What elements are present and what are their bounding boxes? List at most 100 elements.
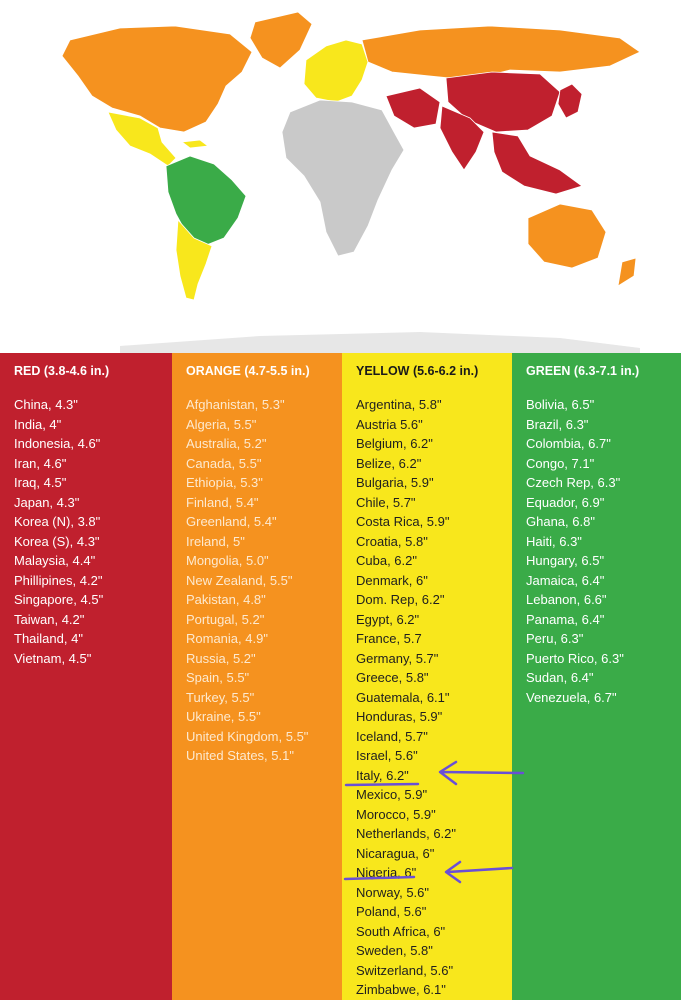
country-entry: United States, 5.1"	[186, 748, 294, 763]
country-entry: Bulgaria, 5.9"	[356, 475, 434, 490]
country-entry: Russia, 5.2"	[186, 650, 256, 666]
map-region-europe	[303, 39, 369, 103]
column-yellow: YELLOW (5.6-6.2 in.) Argentina, 5.8" Aust…	[342, 353, 512, 1000]
country-list-yellow: Argentina, 5.8" Austria 5.6" Belgium, 6.2"…	[356, 395, 512, 1000]
map-region-central-america	[107, 111, 177, 167]
country-entry: Spain, 5.5"	[186, 670, 250, 685]
country-entry: Austria 5.6"	[356, 416, 423, 432]
country-entry: Peru, 6.3"	[526, 631, 584, 646]
country-entry: Cuba, 6.2"	[356, 553, 417, 568]
country-entry: Chile, 5.7"	[356, 494, 416, 510]
country-entry: Israel, 5.6"	[356, 748, 418, 763]
country-entry: Mexico, 5.9"	[356, 787, 428, 802]
country-entry: Iraq, 4.5"	[14, 475, 67, 490]
country-entry: Belize, 6.2"	[356, 455, 422, 471]
country-entry: Iceland, 5.7"	[356, 728, 428, 744]
country-entry: Haiti, 6.3"	[526, 533, 582, 549]
country-entry: Guatemala, 6.1"	[356, 689, 450, 705]
country-entry: Hungary, 6.5"	[526, 553, 605, 568]
map-antarctica	[120, 332, 640, 355]
country-entry: Korea (S), 4.3"	[14, 533, 100, 549]
country-entry: Nicaragua, 6"	[356, 845, 435, 861]
country-entry: Singapore, 4.5"	[14, 592, 104, 607]
country-list-green: Bolivia, 6.5" Brazil, 6.3" Colombia, 6.7" C…	[526, 395, 681, 707]
country-entry: Greenland, 5.4"	[186, 514, 277, 529]
country-entry: Japan, 4.3"	[14, 494, 80, 510]
country-entry: Netherlands, 6.2"	[356, 826, 457, 841]
country-entry: Algeria, 5.5"	[186, 416, 257, 432]
map-region-india	[439, 105, 485, 171]
column-header-red: RED (3.8-4.6 in.)	[14, 364, 110, 378]
country-entry: United Kingdom, 5.5"	[186, 728, 309, 744]
country-entry: New Zealand, 5.5"	[186, 572, 293, 588]
country-entry: Switzerland, 5.6"	[356, 962, 454, 978]
country-entry: Jamaica, 6.4"	[526, 572, 605, 588]
column-header-orange: ORANGE (4.7-5.5 in.)	[186, 364, 310, 378]
map-region-china	[445, 71, 561, 133]
country-entry: Poland, 5.6"	[356, 904, 427, 919]
country-entry: India, 4"	[14, 416, 62, 432]
map-region-africa	[281, 99, 405, 257]
country-entry: Finland, 5.4"	[186, 494, 259, 510]
country-entry: Ethiopia, 5.3"	[186, 475, 263, 490]
country-entry: Honduras, 5.9"	[356, 709, 443, 724]
column-header-green: GREEN (6.3-7.1 in.)	[526, 364, 640, 378]
map-region-north-america	[61, 25, 253, 133]
country-entry: Romania, 4.9"	[186, 631, 268, 646]
column-red: RED (3.8-4.6 in.) China, 4.3" India, 4" In…	[0, 353, 172, 1000]
country-entry: Colombia, 6.7"	[526, 436, 611, 451]
country-entry: Lebanon, 6.6"	[526, 592, 607, 607]
world-map	[0, 0, 681, 355]
country-entry: Costa Rica, 5.9"	[356, 514, 450, 529]
country-entry: Egypt, 6.2"	[356, 611, 420, 627]
world-map-svg	[0, 0, 681, 355]
country-entry: Afghanistan, 5.3"	[186, 397, 285, 412]
country-entry: Thailand, 4"	[14, 631, 83, 646]
country-entry: Equador, 6.9"	[526, 494, 605, 510]
country-entry: Morocco, 5.9"	[356, 806, 436, 822]
country-entry: Australia, 5.2"	[186, 436, 267, 451]
country-entry: Congo, 7.1"	[526, 455, 595, 471]
country-entry: Greece, 5.8"	[356, 670, 429, 685]
country-entry: Turkey, 5.5"	[186, 689, 255, 705]
country-entry: Bolivia, 6.5"	[526, 397, 595, 412]
country-entry: Venezuela, 6.7"	[526, 689, 617, 705]
country-entry: Mongolia, 5.0"	[186, 553, 269, 568]
column-green: GREEN (6.3-7.1 in.) Bolivia, 6.5" Brazil,…	[512, 353, 681, 1000]
country-entry: Puerto Rico, 6.3"	[526, 650, 624, 666]
country-entry: Ireland, 5"	[186, 533, 245, 549]
map-region-middle-east	[385, 87, 441, 129]
country-entry: Brazil, 6.3"	[526, 416, 589, 432]
country-entry: Pakistan, 4.8"	[186, 592, 266, 607]
country-entry: China, 4.3"	[14, 397, 78, 412]
map-region-cuba	[180, 139, 210, 149]
country-entry: Ukraine, 5.5"	[186, 709, 261, 724]
country-entry: Norway, 5.6"	[356, 884, 430, 900]
country-entry: Denmark, 6"	[356, 572, 428, 588]
country-list-orange: Afghanistan, 5.3" Algeria, 5.5" Australia,…	[186, 395, 342, 766]
map-region-south-america-south	[175, 219, 213, 301]
country-entry: Czech Rep, 6.3"	[526, 475, 621, 490]
country-entry: Vietnam, 4.5"	[14, 650, 92, 666]
country-entry: Belgium, 6.2"	[356, 436, 433, 451]
map-region-japan-korea	[557, 83, 583, 119]
map-region-australia	[527, 203, 607, 269]
country-entry: Argentina, 5.8"	[356, 397, 442, 412]
country-entry: Malaysia, 4.4"	[14, 553, 96, 568]
country-entry: Iran, 4.6"	[14, 455, 67, 471]
country-entry: Taiwan, 4.2"	[14, 611, 85, 627]
country-entry: Korea (N), 3.8"	[14, 514, 101, 529]
country-entry: Indonesia, 4.6"	[14, 436, 101, 451]
country-entry: Dom. Rep, 6.2"	[356, 592, 445, 607]
country-entry: Sudan, 6.4"	[526, 670, 594, 685]
country-entry: Ghana, 6.8"	[526, 514, 595, 529]
column-header-yellow: YELLOW (5.6-6.2 in.)	[356, 364, 479, 378]
map-region-southeast-asia	[491, 131, 583, 195]
legend-columns: RED (3.8-4.6 in.) China, 4.3" India, 4" In…	[0, 353, 681, 1000]
map-region-south-america-north	[165, 155, 247, 247]
country-entry: South Africa, 6"	[356, 923, 446, 939]
country-entry: Nigeria, 6"	[356, 865, 417, 880]
country-entry: Canada, 5.5"	[186, 455, 262, 471]
country-entry: Sweden, 5.8"	[356, 943, 433, 958]
country-entry: Phillipines, 4.2"	[14, 572, 103, 588]
